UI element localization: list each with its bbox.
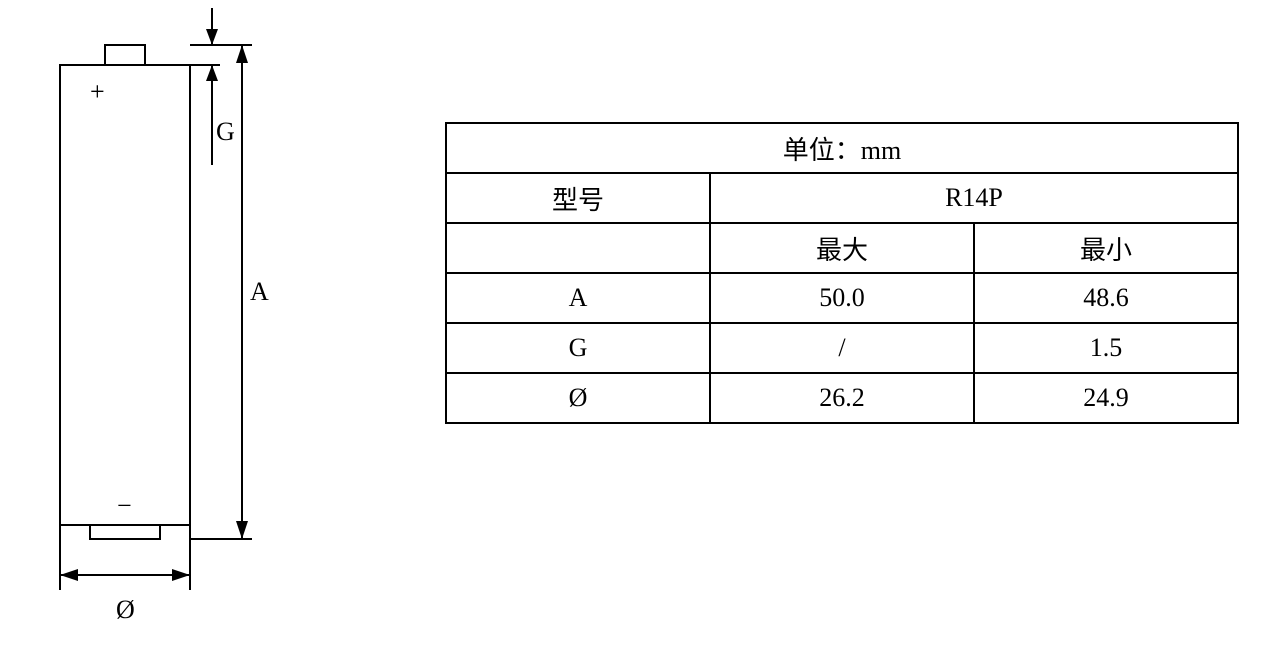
dim-cell: Ø	[446, 373, 710, 423]
spec-table-container: 单位：mm 型号 R14P 最大 最小 A 50.0 48.6 G / 1.5	[445, 122, 1239, 424]
battery-diagram: + − G A Ø	[20, 0, 320, 640]
spec-table: 单位：mm 型号 R14P 最大 最小 A 50.0 48.6 G / 1.5	[445, 122, 1239, 424]
max-cell: 50.0	[710, 273, 974, 323]
plus-symbol: +	[90, 77, 105, 106]
table-row-headers: 最大 最小	[446, 223, 1238, 273]
model-header-cell: 型号	[446, 173, 710, 223]
min-cell: 48.6	[974, 273, 1238, 323]
table-row: G / 1.5	[446, 323, 1238, 373]
table-row-model: 型号 R14P	[446, 173, 1238, 223]
model-value-cell: R14P	[710, 173, 1238, 223]
min-cell: 1.5	[974, 323, 1238, 373]
dim-label-g: G	[216, 117, 235, 146]
battery-svg: + − G A Ø	[20, 0, 320, 640]
table-row: A 50.0 48.6	[446, 273, 1238, 323]
min-header-cell: 最小	[974, 223, 1238, 273]
unit-cell: 单位：mm	[446, 123, 1238, 173]
max-header-cell: 最大	[710, 223, 974, 273]
dim-label-diameter: Ø	[116, 595, 135, 624]
dim-cell: G	[446, 323, 710, 373]
table-row-unit: 单位：mm	[446, 123, 1238, 173]
table-row: Ø 26.2 24.9	[446, 373, 1238, 423]
dim-cell: A	[446, 273, 710, 323]
max-cell: 26.2	[710, 373, 974, 423]
max-cell: /	[710, 323, 974, 373]
minus-symbol: −	[117, 491, 132, 520]
blank-header-cell	[446, 223, 710, 273]
dim-label-a: A	[250, 277, 269, 306]
min-cell: 24.9	[974, 373, 1238, 423]
